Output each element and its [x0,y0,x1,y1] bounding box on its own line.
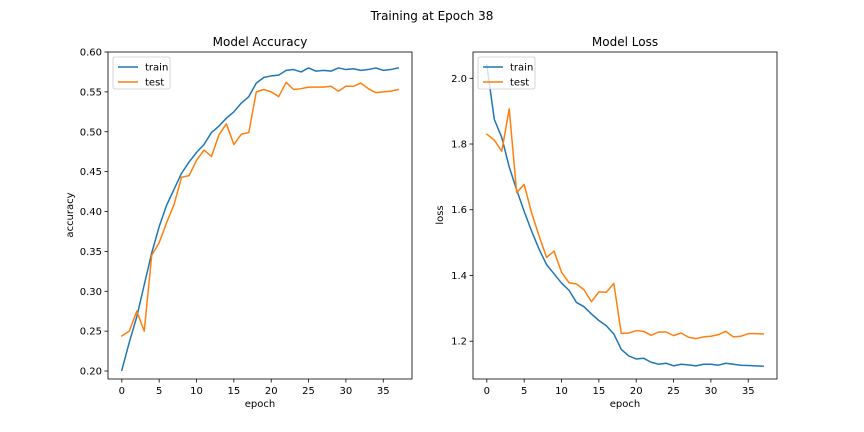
loss-x-tick-label: 5 [521,386,527,397]
loss-legend: train test [477,56,536,90]
accuracy-legend-label-train: train [145,63,168,74]
loss-y-axis-label: loss [435,205,446,224]
accuracy-x-tick-label: 20 [265,386,278,397]
accuracy-series-test-line [120,81,400,337]
accuracy-y-tick-label: 0.55 [80,87,102,98]
accuracy-x-axis-label: epoch [245,399,275,410]
loss-series-train-line [485,64,764,367]
loss-chart-title: Model Loss [592,35,658,49]
loss-y-tick-label: 1.4 [451,271,467,282]
accuracy-legend: train test [112,56,171,90]
accuracy-x-tick-label: 15 [227,386,240,397]
accuracy-y-tick-label: 0.40 [80,207,102,218]
accuracy-y-tick-label: 0.60 [80,48,102,59]
accuracy-x-tick-label: 25 [302,386,315,397]
loss-legend-label-train: train [510,63,533,74]
loss-x-tick-label: 20 [630,386,643,397]
accuracy-x-tick-label: 10 [190,386,203,397]
loss-legend-box [477,56,536,90]
loss-series-test-line [485,108,764,340]
loss-x-tick-label: 15 [592,386,605,397]
loss-legend-label-test: test [510,78,529,89]
loss-chart: Model Loss epoch loss 0 5 10 15 20 25 30 35 1.2 1… [435,35,778,410]
loss-x-tick-label: 0 [484,386,490,397]
loss-axes-frame [472,51,778,380]
accuracy-x-tick-label: 5 [156,386,162,397]
loss-x-tick-label: 30 [705,386,718,397]
accuracy-axes-frame [107,51,413,380]
loss-y-tick-label: 1.6 [451,205,467,216]
accuracy-y-tick-label: 0.50 [80,127,102,138]
loss-y-tick-label: 1.2 [451,337,467,348]
accuracy-chart: Model Accuracy epoch accuracy 0 5 10 15 20 25… [65,35,413,410]
accuracy-y-tick-label: 0.30 [80,287,102,298]
accuracy-y-tick-label: 0.25 [80,327,102,338]
accuracy-series-train-line [120,67,400,372]
accuracy-x-tick-label: 30 [340,386,353,397]
loss-y-tick-label: 1.8 [451,140,467,151]
accuracy-y-tick-label: 0.35 [80,247,102,258]
accuracy-x-tick-label: 0 [119,386,125,397]
accuracy-chart-title: Model Accuracy [213,35,308,49]
loss-x-axis-label: epoch [610,399,640,410]
figure-suptitle: Training at Epoch 38 [370,9,494,23]
accuracy-y-tick-label: 0.45 [80,167,102,178]
accuracy-y-tick-label: 0.20 [80,367,102,378]
accuracy-y-axis-label: accuracy [65,192,76,237]
loss-x-tick-label: 35 [742,386,755,397]
accuracy-legend-box [112,56,171,90]
loss-x-tick-label: 10 [555,386,568,397]
accuracy-x-tick-label: 35 [377,386,390,397]
loss-x-tick-label: 25 [667,386,680,397]
accuracy-legend-label-test: test [145,78,164,89]
loss-y-tick-label: 2.0 [451,74,467,85]
